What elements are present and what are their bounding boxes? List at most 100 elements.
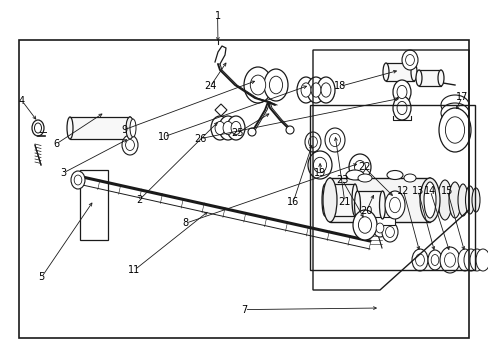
Ellipse shape: [71, 171, 85, 189]
Ellipse shape: [323, 178, 336, 222]
Ellipse shape: [411, 249, 427, 271]
Ellipse shape: [352, 210, 376, 240]
Ellipse shape: [440, 103, 468, 123]
Ellipse shape: [439, 247, 459, 273]
Ellipse shape: [381, 222, 397, 242]
Ellipse shape: [313, 157, 326, 173]
Circle shape: [285, 126, 293, 134]
Ellipse shape: [321, 83, 330, 97]
Ellipse shape: [475, 249, 488, 271]
Ellipse shape: [392, 96, 410, 120]
Text: 2: 2: [136, 195, 142, 205]
Ellipse shape: [296, 77, 314, 103]
Text: 14: 14: [423, 186, 436, 196]
Ellipse shape: [419, 178, 439, 222]
Ellipse shape: [357, 174, 371, 182]
Circle shape: [329, 135, 339, 145]
Ellipse shape: [438, 108, 470, 152]
Ellipse shape: [423, 182, 435, 218]
Ellipse shape: [457, 249, 471, 271]
Ellipse shape: [250, 75, 265, 95]
Ellipse shape: [440, 119, 468, 139]
Ellipse shape: [329, 134, 340, 147]
Ellipse shape: [325, 128, 345, 152]
Text: 26: 26: [194, 134, 206, 144]
Ellipse shape: [305, 132, 320, 152]
Ellipse shape: [382, 63, 388, 81]
Ellipse shape: [403, 174, 415, 182]
Ellipse shape: [440, 127, 468, 147]
Text: 10: 10: [157, 132, 170, 142]
Ellipse shape: [430, 255, 438, 265]
Bar: [325, 184, 354, 216]
Ellipse shape: [215, 121, 224, 135]
Ellipse shape: [358, 217, 371, 233]
Ellipse shape: [437, 70, 443, 86]
Ellipse shape: [396, 85, 406, 99]
Ellipse shape: [457, 184, 467, 216]
Text: 13: 13: [411, 186, 424, 196]
Ellipse shape: [392, 80, 410, 104]
Ellipse shape: [405, 54, 413, 66]
Ellipse shape: [310, 83, 320, 97]
Text: 12: 12: [396, 186, 409, 196]
Text: 25: 25: [230, 128, 243, 138]
Circle shape: [358, 219, 370, 231]
Ellipse shape: [385, 226, 394, 238]
Ellipse shape: [219, 116, 237, 140]
Text: 16: 16: [286, 197, 299, 207]
Text: 9: 9: [122, 125, 127, 135]
Ellipse shape: [469, 249, 483, 271]
Text: 18: 18: [333, 81, 346, 91]
Text: 8: 8: [183, 218, 188, 228]
Text: 15: 15: [440, 186, 453, 196]
Ellipse shape: [67, 117, 73, 139]
Text: 5: 5: [39, 272, 44, 282]
Ellipse shape: [396, 102, 406, 114]
Ellipse shape: [126, 117, 134, 139]
Ellipse shape: [351, 184, 357, 216]
Ellipse shape: [316, 77, 334, 103]
Ellipse shape: [354, 191, 360, 219]
Ellipse shape: [426, 178, 432, 222]
Circle shape: [126, 141, 134, 149]
Ellipse shape: [471, 188, 479, 212]
Circle shape: [416, 257, 422, 263]
Ellipse shape: [372, 219, 386, 237]
Ellipse shape: [230, 121, 241, 135]
Ellipse shape: [307, 151, 331, 179]
Ellipse shape: [379, 191, 385, 219]
Ellipse shape: [354, 161, 365, 174]
Text: 22: 22: [357, 162, 370, 172]
Polygon shape: [215, 104, 226, 116]
Ellipse shape: [440, 111, 468, 131]
Text: 17: 17: [455, 92, 468, 102]
Ellipse shape: [375, 223, 383, 233]
Ellipse shape: [427, 250, 441, 270]
Ellipse shape: [32, 120, 44, 136]
Bar: [80, 170, 108, 240]
Ellipse shape: [35, 123, 41, 133]
Ellipse shape: [125, 139, 134, 150]
Ellipse shape: [440, 95, 468, 115]
Ellipse shape: [463, 249, 477, 271]
Ellipse shape: [74, 175, 81, 185]
Bar: [418, 70, 440, 86]
Text: 6: 6: [53, 139, 59, 149]
Ellipse shape: [346, 170, 363, 180]
Bar: [70, 117, 130, 139]
Ellipse shape: [437, 180, 451, 220]
Ellipse shape: [210, 116, 228, 140]
Ellipse shape: [386, 171, 402, 180]
Bar: [19, 40, 468, 338]
Text: 20: 20: [360, 206, 372, 216]
Ellipse shape: [122, 135, 138, 155]
Text: 1: 1: [214, 11, 220, 21]
Ellipse shape: [384, 191, 404, 219]
Ellipse shape: [321, 184, 327, 216]
Text: 21: 21: [338, 197, 350, 207]
Ellipse shape: [226, 116, 244, 140]
Text: 4: 4: [19, 96, 25, 106]
Ellipse shape: [448, 182, 460, 218]
Ellipse shape: [130, 119, 136, 137]
